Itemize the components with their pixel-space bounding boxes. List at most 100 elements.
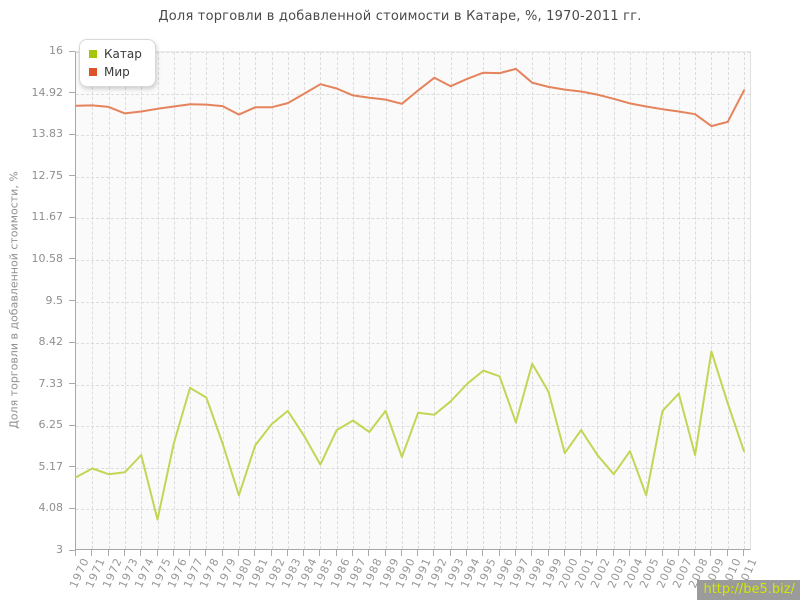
x-axis-tick — [547, 550, 549, 556]
y-axis-tick — [69, 175, 75, 177]
x-gridline — [418, 52, 420, 549]
y-axis-tick — [69, 50, 75, 52]
x-axis-tick — [352, 550, 353, 556]
y-tick-label: 9.5 — [45, 293, 64, 307]
x-gridline — [450, 52, 452, 549]
x-gridline — [597, 52, 599, 549]
x-gridline — [662, 52, 664, 549]
legend: Катар Мир — [79, 39, 156, 87]
chart-title: Доля торговли в добавленной стоимости в … — [158, 9, 642, 24]
x-gridline — [564, 52, 566, 549]
y-gridline — [76, 176, 750, 178]
y-axis-tick — [69, 424, 75, 426]
x-axis-tick — [661, 550, 663, 556]
x-axis-tick — [156, 550, 158, 556]
y-axis-tick — [69, 300, 75, 301]
x-gridline — [483, 52, 485, 549]
legend-swatch-qatar — [89, 50, 97, 58]
x-axis-tick — [596, 550, 598, 556]
x-axis-tick — [417, 550, 419, 556]
y-axis-tick — [69, 133, 75, 135]
x-gridline — [678, 52, 680, 549]
x-axis-tick — [254, 550, 256, 556]
x-gridline — [222, 52, 224, 549]
y-tick-label: 6.25 — [38, 418, 64, 432]
x-axis-tick — [270, 550, 272, 556]
x-axis-tick — [645, 550, 647, 556]
x-axis-tick — [482, 550, 484, 556]
x-axis-tick — [384, 550, 386, 556]
x-gridline — [499, 52, 501, 549]
legend-label-qatar: Катар — [104, 47, 142, 61]
y-tick-label: 5.17 — [38, 459, 64, 473]
x-gridline — [401, 52, 403, 549]
plot-area — [75, 51, 751, 550]
x-axis-tick — [319, 550, 321, 556]
x-gridline — [369, 52, 371, 549]
x-axis-tick — [466, 550, 467, 556]
y-gridline — [76, 259, 750, 261]
x-gridline — [173, 52, 175, 549]
y-gridline — [76, 343, 750, 345]
x-axis-tick — [433, 550, 435, 556]
x-axis-tick — [91, 550, 93, 556]
y-tick-label: 3 — [56, 543, 63, 556]
x-axis-tick — [629, 550, 630, 556]
y-gridline — [76, 218, 750, 220]
x-gridline — [727, 52, 729, 549]
x-gridline — [548, 52, 550, 549]
x-gridline — [711, 52, 713, 549]
legend-swatch-world — [89, 68, 97, 76]
qatar-series-line — [75, 350, 745, 521]
x-axis-tick — [107, 550, 109, 556]
x-axis-tick — [710, 550, 712, 556]
y-tick-label: 13.83 — [31, 127, 64, 141]
x-axis-tick — [75, 550, 76, 556]
x-gridline — [336, 52, 338, 549]
y-tick-label: 14.92 — [31, 85, 64, 99]
x-axis-tick — [172, 550, 174, 556]
x-gridline — [695, 52, 697, 549]
y-axis-tick — [69, 92, 75, 94]
x-gridline — [434, 52, 436, 549]
x-gridline — [108, 52, 110, 549]
x-axis-tick — [580, 550, 582, 556]
x-gridline — [532, 52, 534, 549]
x-axis-tick — [237, 550, 239, 556]
x-axis-tick — [123, 550, 125, 556]
x-axis-tick — [612, 550, 614, 556]
y-tick-label: 16 — [49, 44, 63, 57]
x-gridline — [613, 52, 615, 549]
y-tick-label: 4.08 — [38, 501, 64, 515]
x-gridline — [581, 52, 583, 549]
x-axis-tick — [189, 550, 190, 556]
y-gridline — [76, 135, 750, 137]
y-tick-label: 8.42 — [38, 335, 64, 349]
x-gridline — [141, 52, 143, 549]
x-gridline — [157, 52, 159, 549]
y-tick-label: 12.75 — [31, 168, 64, 182]
y-axis-tick — [69, 466, 75, 468]
x-gridline — [255, 52, 257, 549]
y-gridline — [76, 384, 750, 386]
x-gridline — [287, 52, 289, 549]
y-axis-tick — [69, 341, 75, 343]
legend-item-qatar: Катар — [89, 46, 142, 62]
x-axis-tick — [221, 550, 223, 556]
x-axis-tick — [514, 550, 516, 556]
x-axis-tick — [368, 550, 370, 556]
x-gridline — [353, 52, 354, 549]
y-axis-tick — [69, 507, 75, 509]
x-axis-tick — [286, 550, 288, 556]
watermark-link[interactable]: http://be5.biz/ — [697, 580, 800, 600]
x-gridline — [190, 52, 191, 549]
x-gridline — [304, 52, 306, 549]
y-gridline — [76, 509, 750, 511]
x-axis-tick — [677, 550, 679, 556]
x-gridline — [92, 52, 94, 549]
x-gridline — [646, 52, 648, 549]
x-axis-tick — [531, 550, 533, 556]
y-tick-label: 11.67 — [31, 210, 64, 224]
y-tick-label: 7.33 — [38, 376, 64, 390]
